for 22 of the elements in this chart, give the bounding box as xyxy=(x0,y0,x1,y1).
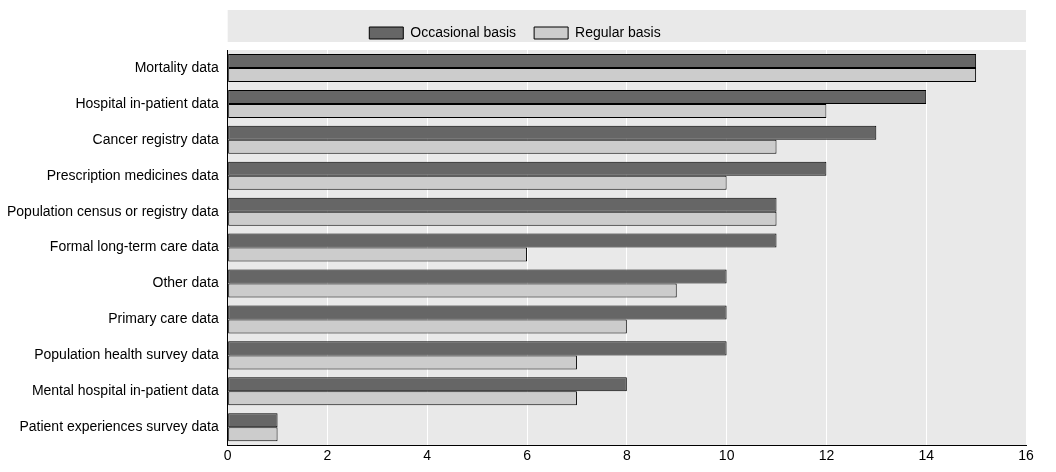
y-tick-label: Other data xyxy=(152,274,219,291)
legend-label: Regular basis xyxy=(575,23,661,40)
y-tick-label: Cancer registry data xyxy=(92,130,219,147)
y-tick-label: Prescription medicines data xyxy=(46,166,219,183)
y-tick-label: Hospital in-patient data xyxy=(75,94,219,111)
y-tick-label: Primary care data xyxy=(108,310,219,327)
y-tick-label: Population census or registry data xyxy=(6,202,219,219)
x-tick-label: 14 xyxy=(918,447,935,464)
x-tick-label: 4 xyxy=(423,447,432,464)
y-tick-label: Mortality data xyxy=(134,58,219,75)
x-tick-label: 16 xyxy=(1018,447,1034,464)
x-tick-label: 10 xyxy=(718,447,735,464)
x-tick-label: 0 xyxy=(223,447,232,464)
x-tick-label: 12 xyxy=(818,447,835,464)
y-tick-label: Formal long-term care data xyxy=(49,238,219,255)
x-tick-label: 8 xyxy=(622,447,631,464)
y-tick-label: Population health survey data xyxy=(34,346,219,363)
y-tick-label: Patient experiences survey data xyxy=(19,418,219,435)
x-tick-label: 2 xyxy=(323,447,332,464)
x-tick-label: 6 xyxy=(523,447,532,464)
y-tick-label: Mental hospital in-patient data xyxy=(31,382,219,399)
legend-label: Occasional basis xyxy=(410,23,517,40)
